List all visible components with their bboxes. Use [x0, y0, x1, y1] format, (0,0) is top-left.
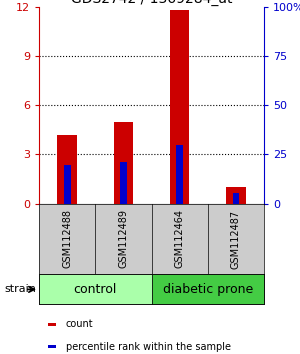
Bar [64, 165, 70, 204]
Bar [48, 345, 56, 348]
Text: GSM112487: GSM112487 [231, 209, 241, 269]
Text: GSM112489: GSM112489 [118, 210, 128, 268]
Bar [57, 135, 77, 204]
Text: strain: strain [4, 284, 36, 295]
Bar [48, 323, 56, 326]
Bar [226, 187, 246, 204]
Text: count: count [66, 319, 94, 329]
Text: diabetic prone: diabetic prone [163, 283, 253, 296]
Text: GSM112488: GSM112488 [62, 210, 72, 268]
Text: GSM112464: GSM112464 [175, 210, 184, 268]
Bar [152, 274, 264, 304]
Text: control: control [74, 283, 117, 296]
Bar [232, 193, 239, 204]
Text: percentile rank within the sample: percentile rank within the sample [66, 342, 231, 352]
Bar [120, 162, 127, 204]
Bar [39, 274, 152, 304]
Bar [170, 10, 190, 204]
Bar [176, 144, 183, 204]
Title: GDS2742 / 1369284_at: GDS2742 / 1369284_at [71, 0, 232, 6]
Bar [113, 122, 133, 204]
